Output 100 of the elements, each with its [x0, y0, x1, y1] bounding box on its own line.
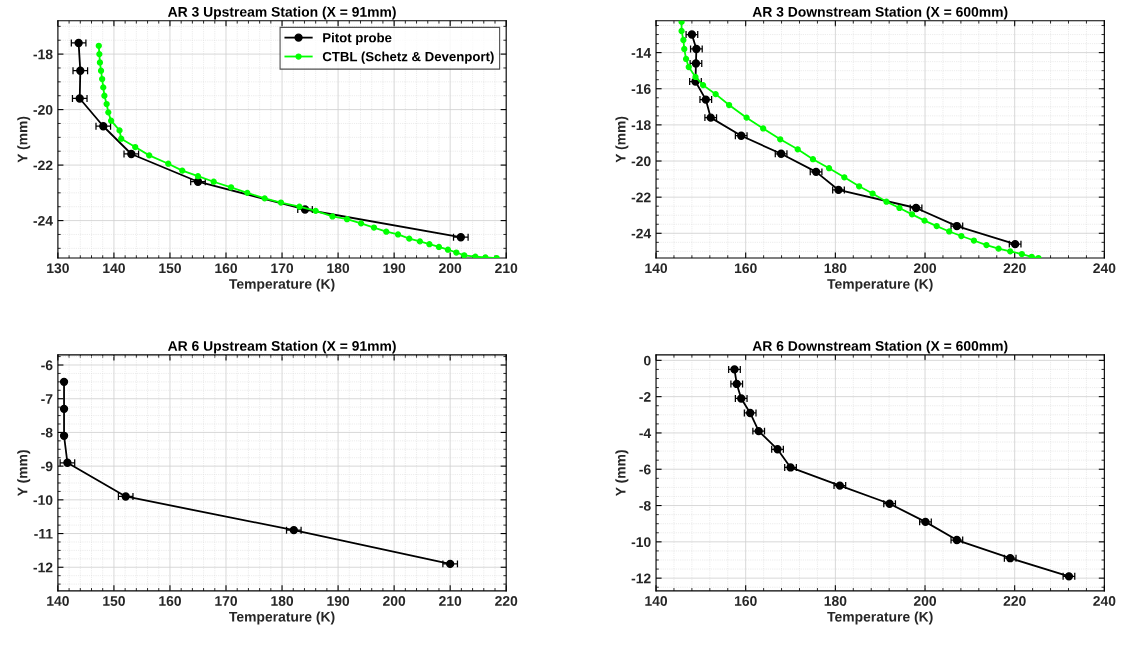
point: [1028, 253, 1035, 259]
x-tick-label: 190: [383, 263, 406, 274]
point: [97, 67, 105, 74]
point: [426, 241, 433, 248]
point: [343, 216, 351, 223]
point: [958, 232, 965, 240]
point: [682, 55, 690, 63]
y-tick-label: -24: [33, 215, 53, 226]
point: [165, 160, 172, 167]
point: [329, 213, 336, 220]
point: [107, 117, 115, 124]
point: [59, 377, 69, 387]
point: [869, 190, 876, 197]
point: [699, 82, 707, 89]
x-tick-label: 160: [215, 263, 238, 274]
x-tick-label: 160: [734, 263, 757, 274]
x-tick-label: 200: [913, 596, 937, 606]
x-axis-title: Temperature (K): [229, 611, 335, 625]
y-tick-label: -14: [631, 48, 652, 58]
point: [99, 75, 106, 83]
x-tick-label: 200: [383, 596, 406, 606]
point: [825, 165, 833, 172]
x-tick-label: 180: [824, 596, 847, 606]
point: [760, 125, 767, 132]
point: [461, 252, 468, 259]
point: [296, 203, 303, 210]
y-tick-label: -9: [41, 461, 53, 472]
point: [453, 249, 460, 256]
x-tick-label: 240: [1093, 596, 1116, 606]
point: [883, 198, 890, 205]
point: [809, 156, 817, 163]
point: [841, 174, 848, 181]
x-tick-label: 140: [103, 263, 125, 274]
x-tick-label: 180: [824, 263, 847, 274]
point: [995, 245, 1002, 252]
point: [777, 136, 784, 143]
point: [277, 199, 285, 206]
y-tick-label: -20: [631, 156, 651, 167]
x-axis-title: Temperature (K): [229, 278, 335, 292]
point: [983, 241, 990, 249]
chart-title: AR 6 Upstream Station (X = 91mm): [167, 340, 396, 354]
point: [896, 204, 903, 212]
point: [692, 73, 699, 81]
point: [59, 404, 69, 413]
y-axis-title: Y (mm): [615, 116, 629, 163]
x-tick-label: 140: [645, 596, 668, 606]
point: [685, 63, 692, 71]
y-tick-label: -24: [631, 228, 652, 239]
y-tick-label: -18: [631, 120, 651, 131]
point: [681, 45, 688, 53]
legend-label: Pitot probe: [323, 32, 392, 45]
x-tick-label: 220: [1003, 596, 1026, 606]
point: [970, 237, 978, 244]
point: [370, 224, 378, 231]
x-tick-label: 220: [495, 596, 518, 606]
point: [105, 109, 112, 116]
chart-title: AR 6 Downstream Station (X = 600mm): [752, 340, 1008, 354]
point: [678, 27, 685, 35]
point: [210, 178, 217, 185]
y-tick-label: -10: [33, 495, 53, 506]
x-tick-label: 200: [913, 263, 937, 274]
x-tick-label: 180: [271, 596, 294, 606]
y-tick-label: -8: [41, 427, 53, 438]
point: [194, 173, 202, 180]
point: [261, 195, 268, 202]
point: [227, 184, 235, 191]
y-tick-label: -11: [34, 529, 53, 539]
point: [59, 431, 69, 440]
point: [921, 217, 928, 224]
point: [794, 146, 801, 153]
point: [416, 238, 424, 245]
x-tick-label: 220: [1003, 263, 1026, 274]
x-tick-label: 210: [495, 263, 518, 274]
y-tick-label: -16: [631, 84, 651, 94]
point: [472, 253, 479, 259]
x-tick-label: 160: [734, 596, 757, 606]
y-tick-label: -6: [639, 464, 651, 475]
point: [312, 207, 319, 215]
point: [179, 167, 186, 174]
point: [680, 36, 687, 44]
x-tick-label: 180: [327, 263, 350, 274]
x-tick-label: 240: [1093, 263, 1116, 274]
x-tick-label: 200: [439, 263, 462, 274]
x-axis-title: Temperature (K): [827, 611, 933, 625]
x-tick-label: 160: [159, 596, 181, 606]
x-axis-title: Temperature (K): [827, 278, 933, 292]
x-tick-label: 190: [327, 596, 350, 606]
x-tick-label: 140: [47, 596, 69, 606]
point: [118, 135, 125, 142]
y-tick-label: -2: [639, 391, 651, 402]
y-tick-label: -20: [33, 104, 53, 115]
y-tick-label: -18: [33, 49, 53, 60]
x-tick-label: 170: [215, 596, 238, 606]
legend-label: CTBL (Schetz & Devenport): [322, 51, 494, 64]
point: [132, 143, 139, 151]
point: [357, 220, 365, 227]
y-tick-label: -6: [41, 360, 53, 371]
chart-title: AR 3 Downstream Station (X = 600mm): [752, 6, 1008, 20]
chart-title: AR 3 Upstream Station (X = 91mm): [167, 6, 396, 20]
point: [493, 254, 500, 259]
